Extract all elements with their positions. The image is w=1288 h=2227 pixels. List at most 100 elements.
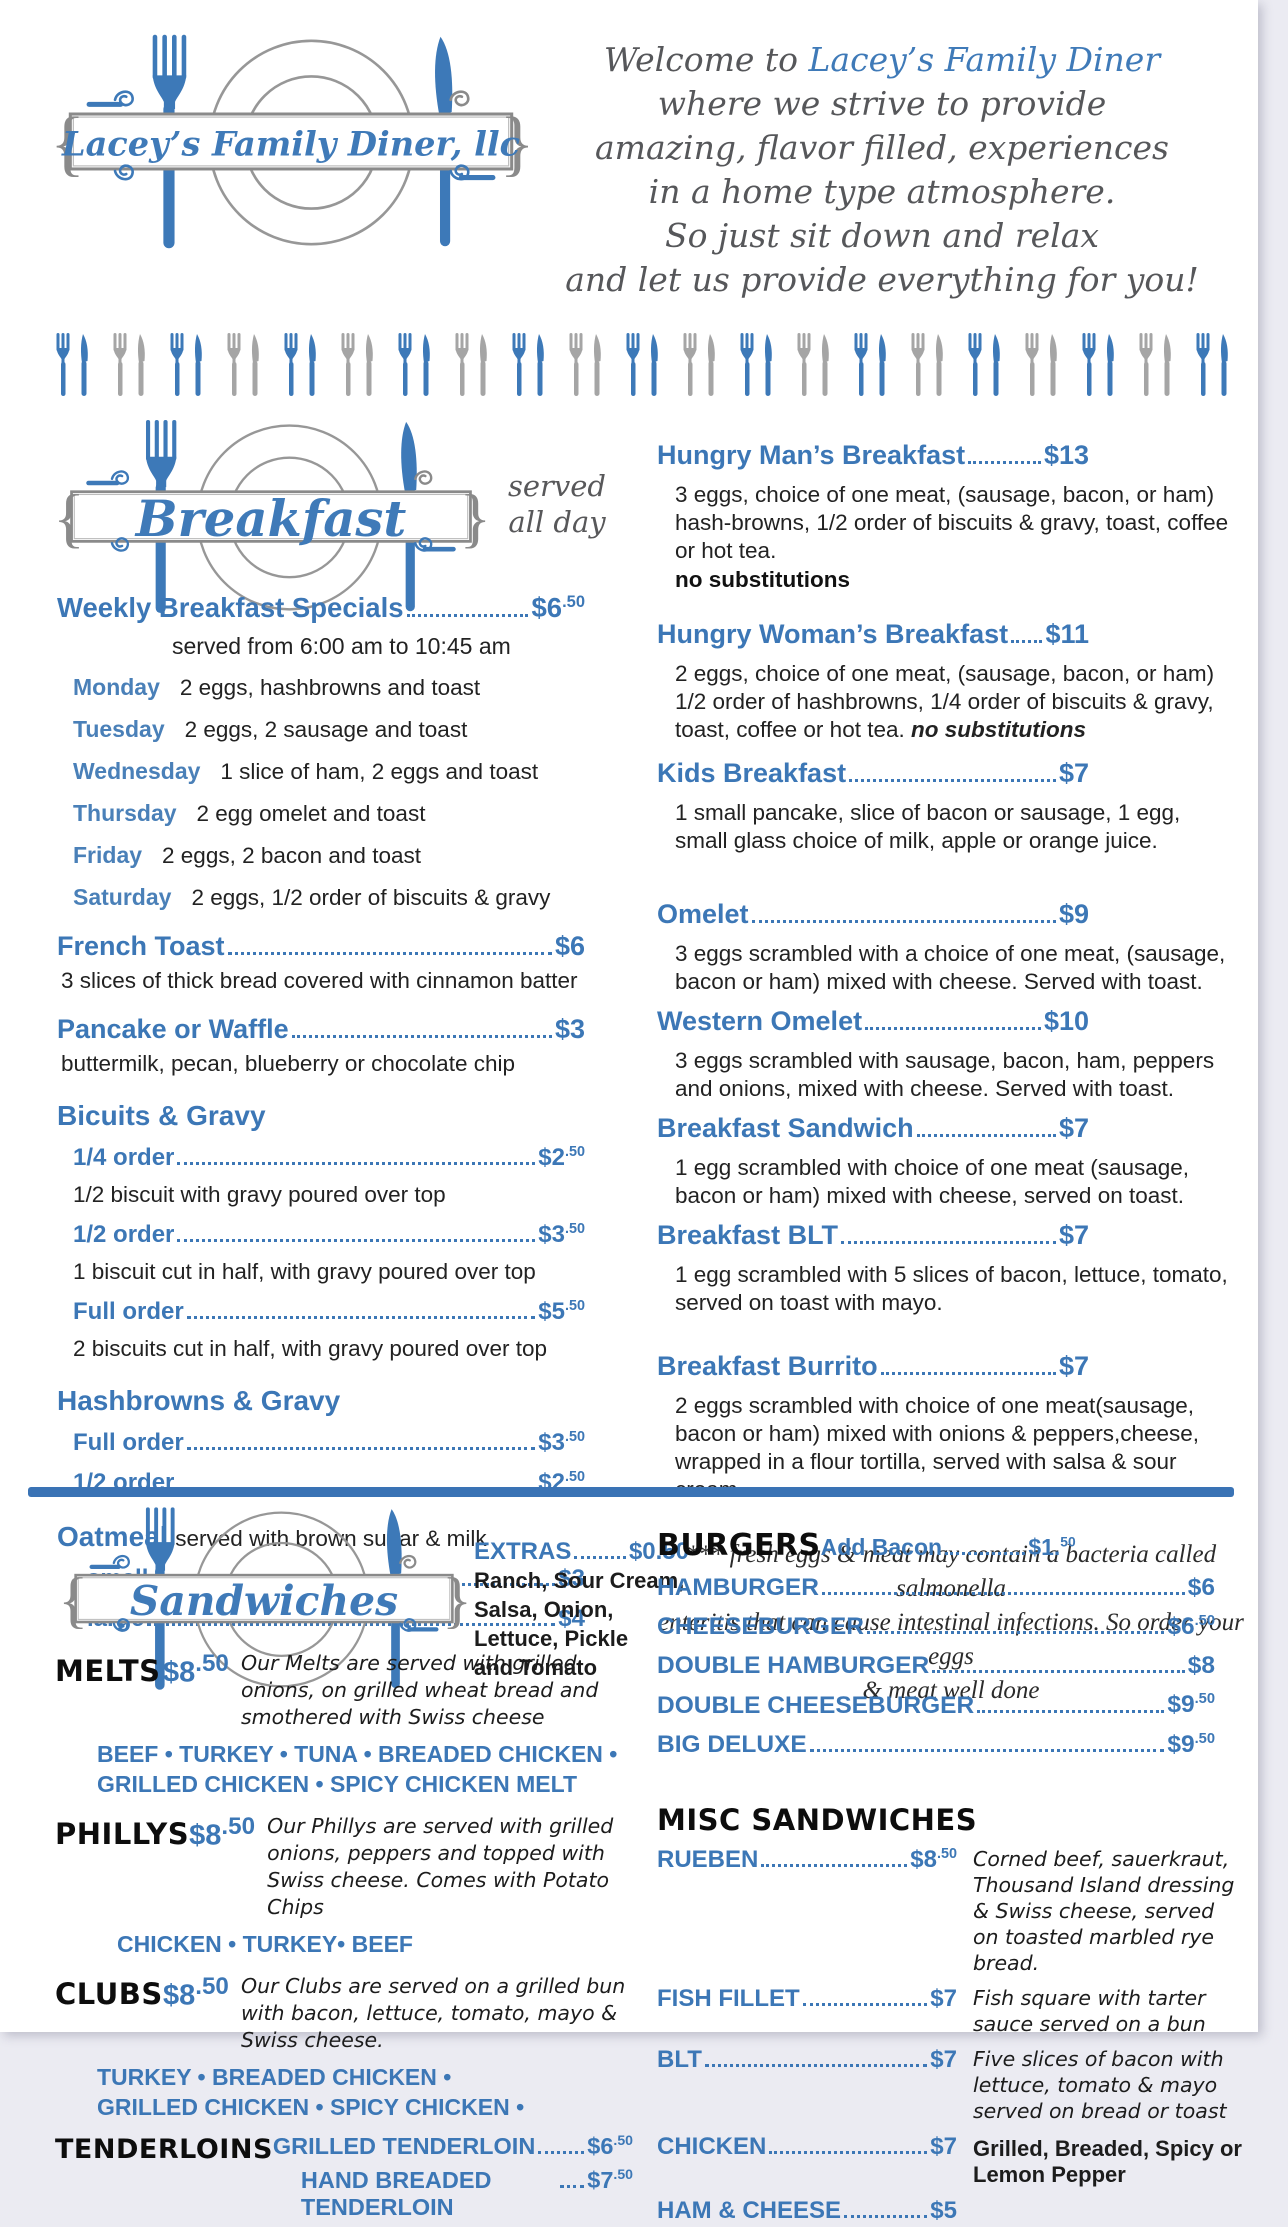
misc-item-row: CHICKEN $7 Grilled, Breaded, Spicy or Le… <box>657 2133 1242 2188</box>
day-label: Thursday <box>73 800 177 826</box>
order-row: 1/4 order $2.50 <box>73 1144 585 1172</box>
disclaimer-line: & meat well done <box>862 1677 1040 1704</box>
item-desc: 2 eggs scrambled with choice of one meat… <box>675 1393 1200 1502</box>
dotted-leader <box>809 1748 1165 1752</box>
item-name: Hungry Man’s Breakfast <box>657 440 966 470</box>
category-varieties: TURKEY • BREADED CHICKEN • GRILLED CHICK… <box>97 2062 633 2122</box>
day-desc: 2 eggs, 1/2 order of biscuits & gravy <box>191 885 551 910</box>
category-price: $8.50 <box>163 1650 229 1689</box>
item-desc: 3 eggs scrambled with a choice of one me… <box>675 941 1226 994</box>
category-label: PHILLYS <box>55 1817 190 1851</box>
menu-item-heading: Hungry Woman’s Breakfast $11 <box>657 619 1089 650</box>
day-label: Friday <box>73 842 143 868</box>
item-name: Western Omelet <box>657 1006 863 1036</box>
varieties-line: GRILLED CHICKEN • SPICY CHICKEN MELT <box>97 1771 578 1797</box>
menu-item-heading: HAM & CHEESE $5 <box>657 2197 957 2225</box>
category-row-clubs: CLUBS $8.50 Our Clubs are served on a gr… <box>55 1973 633 2054</box>
welcome-line: where we strive to provide <box>657 84 1107 123</box>
varieties-line: BEEF • TURKEY • TUNA • BREADED CHICKEN • <box>97 1741 618 1767</box>
sandwiches-banner-title: Sandwiches <box>130 1577 398 1625</box>
dotted-leader <box>916 1134 1056 1137</box>
dotted-leader <box>406 614 529 617</box>
item-price: $3.50 <box>538 1429 585 1456</box>
day-special-row: Monday 2 eggs, hashbrowns and toast <box>73 674 585 702</box>
breakfast-banner: Breakfast <box>55 418 487 616</box>
welcome-line: and let us provide everything for you! <box>565 260 1199 299</box>
no-substitutions-note: no substitutions <box>675 567 850 592</box>
category-varieties: BEEF • TURKEY • TUNA • BREADED CHICKEN •… <box>97 1739 633 1799</box>
category-price: $8.50 <box>163 1973 229 2012</box>
section-divider <box>28 1487 1234 1497</box>
dotted-leader <box>227 952 552 955</box>
weekly-specials-heading: Weekly Breakfast Specials $6.50 <box>57 592 585 624</box>
day-desc: 1 slice of ham, 2 eggs and toast <box>220 759 539 784</box>
misc-item-row: HAM & CHEESE $5 <box>657 2197 1242 2225</box>
day-label: Saturday <box>73 884 172 910</box>
item-price: $6.50 <box>587 2132 633 2159</box>
misc-item-row: RUEBEN $8.50 Corned beef, sauerkraut, Th… <box>657 1846 1242 1976</box>
fork-knife-icon <box>1139 333 1171 396</box>
dotted-leader <box>704 2063 928 2067</box>
welcome-prefix: Welcome to <box>603 40 809 79</box>
item-price: $4 <box>558 1605 585 1632</box>
item-name: Breakfast BLT <box>657 1220 839 1250</box>
day-desc: 2 eggs, hashbrowns and toast <box>179 675 481 700</box>
category-label: BURGERS <box>657 1528 821 1563</box>
fork-knife-icon <box>968 333 1000 396</box>
dotted-leader <box>841 1241 1056 1244</box>
item-price: $3.50 <box>538 1221 585 1248</box>
item-name: HAM & CHEESE <box>657 2196 842 2224</box>
order-row: Full order $3.50 <box>73 1429 585 1457</box>
item-name: DOUBLE HAMBURGER <box>657 1652 930 1680</box>
item-price: $6 <box>554 931 585 961</box>
dotted-leader <box>865 1027 1041 1030</box>
item-name: Kids Breakfast <box>657 758 847 788</box>
item-desc: served with brown sugar & milk <box>175 1526 487 1551</box>
item-name: French Toast <box>57 931 225 961</box>
menu-item-heading: Breakfast BLT $7 <box>657 1220 1089 1251</box>
item-name: RUEBEN <box>657 1845 759 1873</box>
fork-knife-icon <box>113 333 145 396</box>
item-price: $8.50 <box>910 1845 957 1873</box>
item-price: $7 <box>1058 1113 1089 1143</box>
fork-knife-icon <box>911 333 943 396</box>
fork-knife-icon <box>740 333 772 396</box>
category-varieties: CHICKEN • TURKEY• BEEF <box>117 1929 633 1959</box>
no-substitutions-note: no substitutions <box>911 717 1086 742</box>
served-note: served all day <box>492 468 622 540</box>
sandwiches-banner: Sandwiches <box>60 1505 468 1693</box>
sandwich-categories: MELTS $8.50 Our Melts are served with gr… <box>55 1650 633 2227</box>
dotted-leader <box>866 1631 1165 1635</box>
dotted-leader <box>977 1709 1165 1713</box>
item-price: $7 <box>930 2132 957 2160</box>
burgers-misc-column: BURGERS Add Bacon $1.50 HAMBURGER $6 CHE… <box>657 1528 1242 2225</box>
item-price: $5.50 <box>538 1298 585 1325</box>
burger-item-row: DOUBLE CHEESEBURGER $9.50 <box>657 1691 1215 1719</box>
item-name: Weekly Breakfast Specials <box>57 592 404 623</box>
item-price: $7 <box>1058 1220 1089 1250</box>
dotted-leader <box>538 2150 585 2154</box>
burger-item-row: CHEESEBURGER $6.50 <box>657 1613 1215 1641</box>
item-price: $10 <box>1043 1006 1089 1036</box>
breakfast-banner-title: Breakfast <box>134 489 407 548</box>
item-desc: 1 egg scrambled with 5 slices of bacon, … <box>675 1262 1228 1315</box>
item-name: Omelet <box>657 899 749 929</box>
item-price: $0.50 <box>628 1538 689 1565</box>
menu-item-heading: Kids Breakfast $7 <box>657 758 1089 789</box>
extras-line: Salsa, Onion, <box>474 1597 614 1622</box>
item-name: Breakfast Sandwich <box>657 1113 914 1143</box>
fork-knife-icon <box>569 333 601 396</box>
item-name: Full order <box>73 1429 184 1456</box>
group-heading: Hashbrowns & Gravy <box>57 1385 341 1416</box>
burger-item-row: DOUBLE HAMBURGER $8 <box>657 1652 1215 1680</box>
dotted-leader <box>932 1670 1185 1674</box>
item-price: $11 <box>1045 619 1089 649</box>
fork-knife-icon <box>341 333 373 396</box>
dotted-leader <box>821 1592 1185 1596</box>
menu-item-heading: BLT $7 <box>657 2046 957 2074</box>
extras-line: Ranch, Sour Cream, <box>474 1568 685 1593</box>
varieties-line: TURKEY • BREADED CHICKEN • <box>97 2064 452 2090</box>
misc-item-row: FISH FILLET $7 Fish square with tarter s… <box>657 1985 1242 2037</box>
item-price: $3 <box>558 1565 585 1592</box>
fork-knife-icon <box>797 333 829 396</box>
